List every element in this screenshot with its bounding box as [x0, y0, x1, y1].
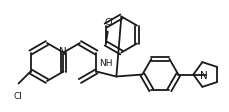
Text: N: N — [200, 70, 207, 81]
Text: NH: NH — [99, 59, 113, 68]
Text: N: N — [58, 46, 66, 56]
Text: Cl: Cl — [13, 92, 22, 100]
Text: Cl: Cl — [104, 17, 113, 27]
